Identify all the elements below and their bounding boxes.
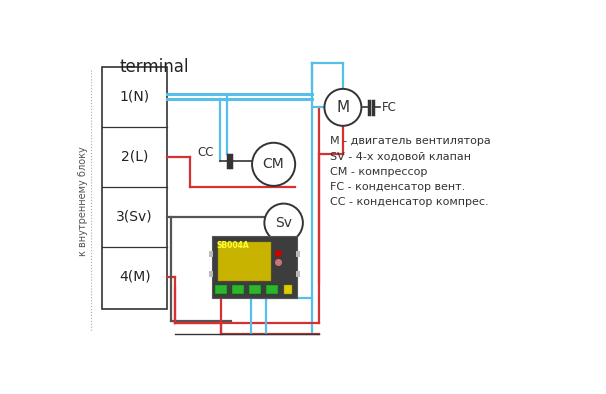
Text: FC: FC [381,101,396,114]
Bar [218,242,270,281]
Bar [249,285,261,294]
Bar [296,271,300,277]
Bar [232,285,244,294]
Bar [209,251,213,258]
Text: M: M [336,100,350,115]
Circle shape [252,143,295,186]
Text: CM - компрессор: CM - компрессор [330,167,427,177]
Text: SV - 4-х ходовой клапан: SV - 4-х ходовой клапан [330,151,471,161]
Bar [284,285,292,294]
Bar [212,236,297,297]
Bar [215,285,227,294]
Text: M - двигатель вентилятора: M - двигатель вентилятора [330,136,491,146]
Text: к внутреннему блоку: к внутреннему блоку [78,147,88,256]
Text: 1(N): 1(N) [119,89,150,104]
Text: FC - конденсатор вент.: FC - конденсатор вент. [330,182,465,192]
Text: 4(M): 4(M) [119,270,150,284]
Text: 2(L): 2(L) [121,150,148,164]
Text: CM: CM [263,157,284,171]
Text: terminal: terminal [119,58,189,76]
Bar [266,285,278,294]
Text: CC: CC [198,146,215,159]
Circle shape [264,204,303,242]
Circle shape [324,89,361,126]
Text: Sv: Sv [275,216,292,230]
Bar [209,271,213,277]
Bar [296,251,300,258]
Bar [102,67,167,309]
Text: CC - конденсатор компрес.: CC - конденсатор компрес. [330,197,488,207]
Text: 3(Sv): 3(Sv) [116,210,153,224]
Text: SB004A: SB004A [216,241,250,249]
